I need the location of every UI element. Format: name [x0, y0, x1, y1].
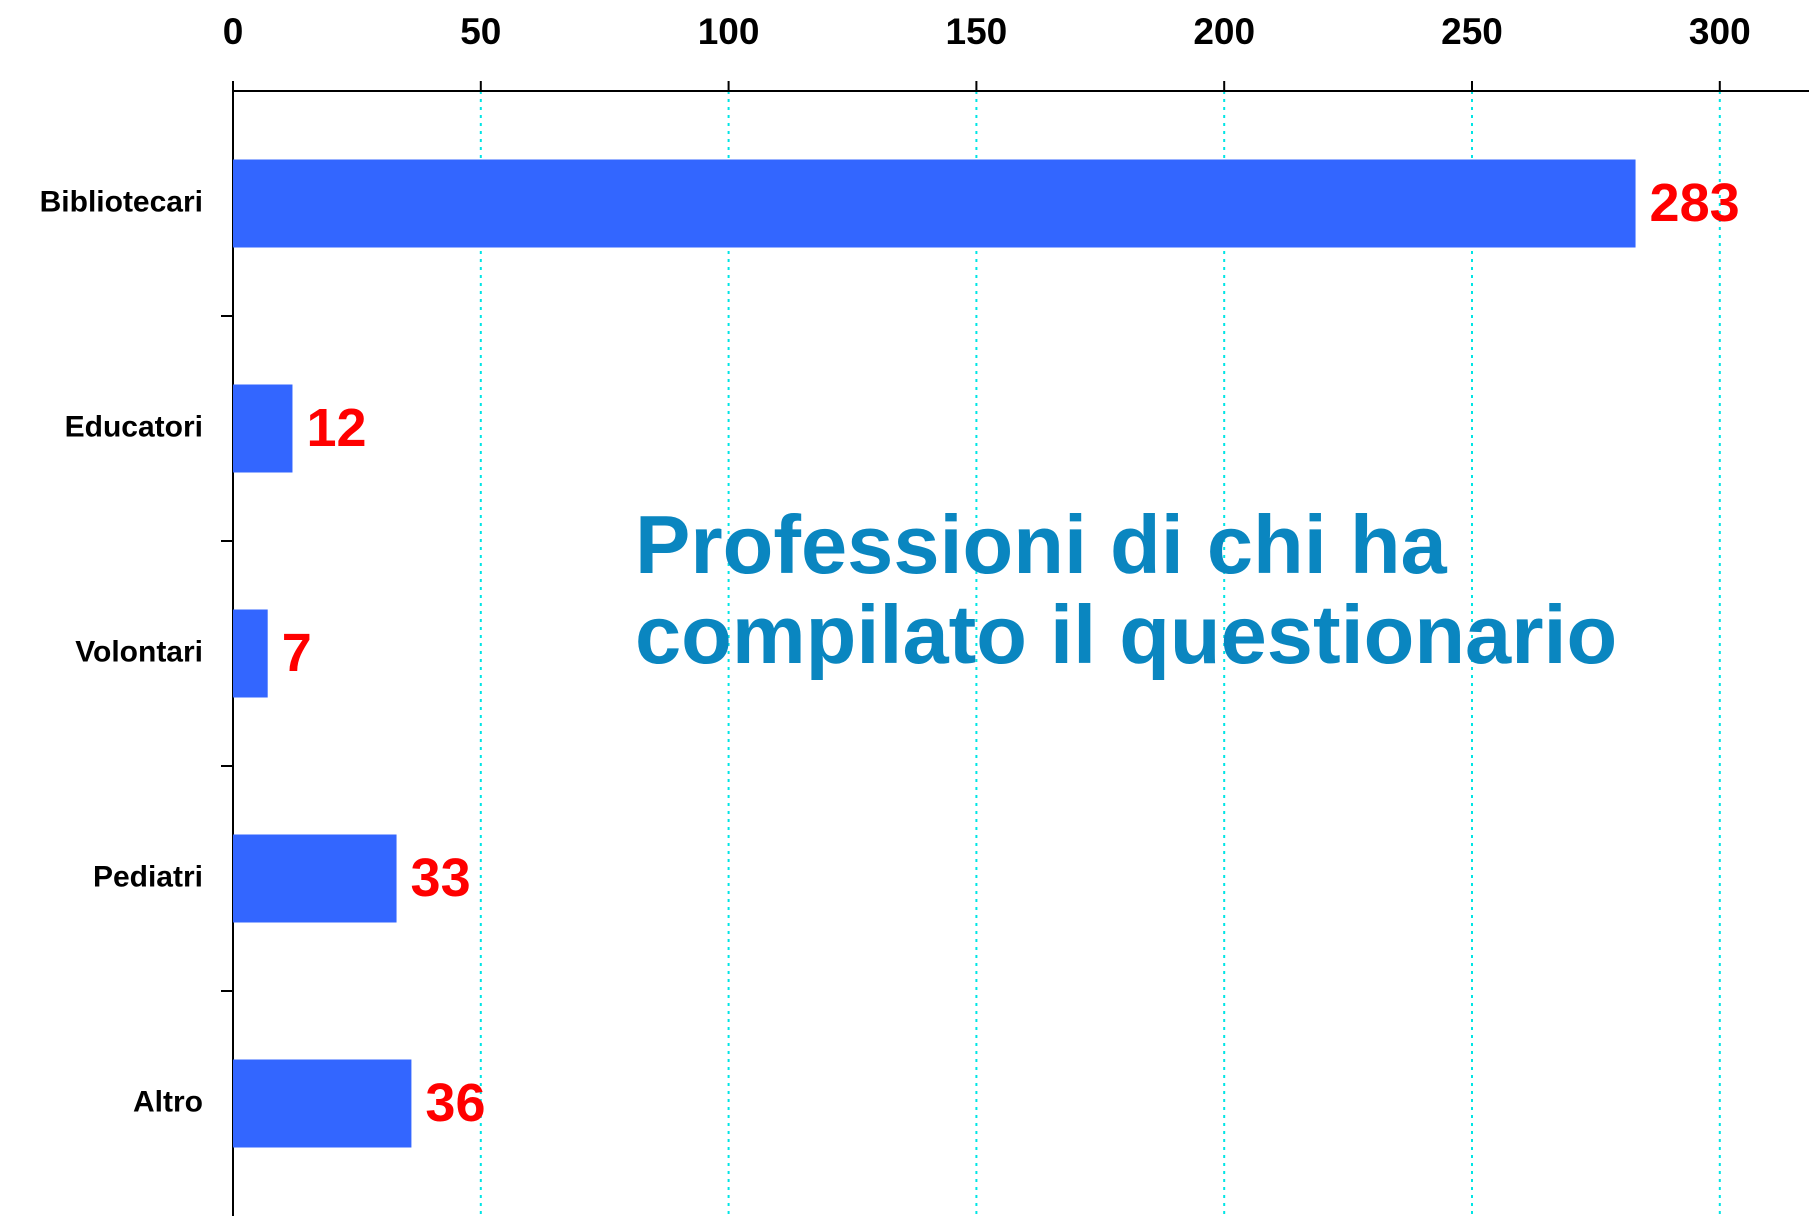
y-tick-label: Educatori — [65, 410, 203, 443]
x-tick-label: 300 — [1689, 11, 1751, 52]
y-tick-label: Bibliotecari — [40, 185, 203, 218]
bar — [233, 834, 397, 923]
x-tick-label: 150 — [946, 11, 1008, 52]
value-label: 33 — [411, 848, 471, 908]
value-label: 36 — [425, 1073, 485, 1133]
bar — [233, 159, 1636, 248]
bar — [233, 1059, 412, 1148]
value-label: 12 — [306, 398, 366, 458]
y-tick-label: Pediatri — [93, 860, 203, 893]
bar — [233, 384, 293, 473]
x-tick-label: 0 — [223, 11, 244, 52]
x-tick-label: 250 — [1441, 11, 1503, 52]
x-tick-label: 50 — [460, 11, 501, 52]
value-label: 7 — [282, 623, 312, 683]
chart-title: Professioni di chi ha compilato il quest… — [635, 498, 1618, 681]
bar — [233, 609, 268, 698]
x-tick-label: 200 — [1193, 11, 1255, 52]
y-tick-label: Altro — [133, 1085, 203, 1118]
y-tick-label: Volontari — [75, 635, 203, 668]
x-tick-label: 100 — [698, 11, 760, 52]
value-label: 283 — [1650, 173, 1740, 233]
